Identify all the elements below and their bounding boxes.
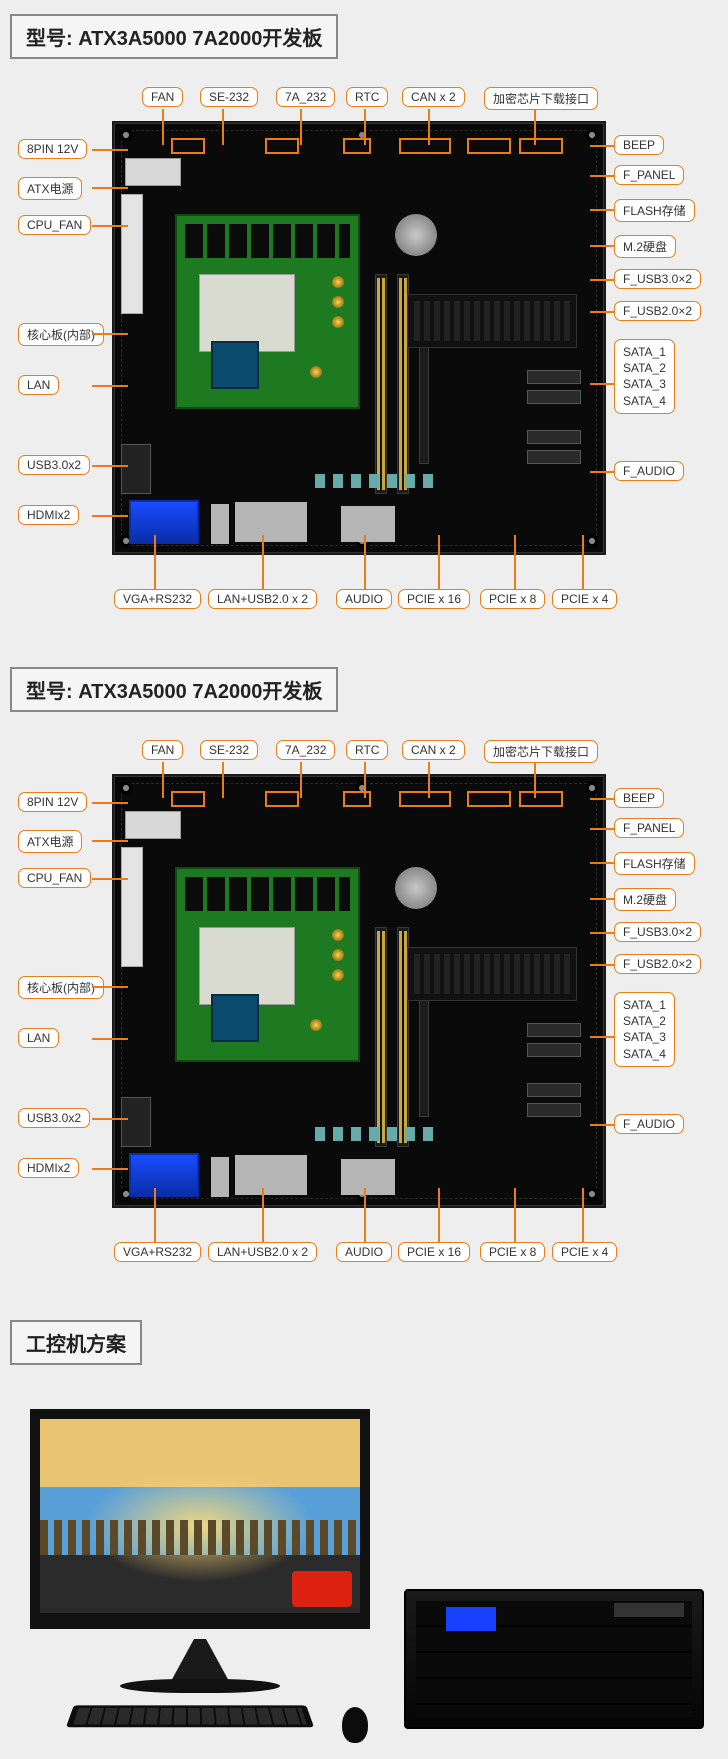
label-bottom: AUDIO bbox=[336, 589, 392, 609]
label-left: CPU_FAN bbox=[18, 215, 91, 235]
label-right: SATA_1SATA_2SATA_3SATA_4 bbox=[614, 339, 675, 414]
label-top: RTC bbox=[346, 87, 388, 107]
label-left: ATX电源 bbox=[18, 177, 82, 200]
label-right: BEEP bbox=[614, 135, 664, 155]
label-right: FLASH存储 bbox=[614, 199, 695, 222]
label-bottom: PCIE x 8 bbox=[480, 589, 545, 609]
label-right: F_USB3.0×2 bbox=[614, 922, 701, 942]
label-top: FAN bbox=[142, 740, 183, 760]
section-board-1: 型号: ATX3A5000 7A2000开发板 bbox=[0, 0, 728, 653]
label-bottom: VGA+RS232 bbox=[114, 589, 201, 609]
section-title-2: 型号: ATX3A5000 7A2000开发板 bbox=[10, 667, 338, 712]
label-right: FLASH存储 bbox=[614, 852, 695, 875]
label-bottom: PCIE x 16 bbox=[398, 1242, 470, 1262]
label-top: 加密芯片下载接口 bbox=[484, 87, 598, 110]
label-right: F_USB3.0×2 bbox=[614, 269, 701, 289]
label-top: FAN bbox=[142, 87, 183, 107]
label-right: F_USB2.0×2 bbox=[614, 301, 701, 321]
label-bottom: PCIE x 8 bbox=[480, 1242, 545, 1262]
rtc-battery bbox=[395, 214, 437, 256]
mouse bbox=[342, 1707, 368, 1743]
label-top: RTC bbox=[346, 740, 388, 760]
label-left: LAN bbox=[18, 1028, 59, 1048]
label-left: 8PIN 12V bbox=[18, 792, 87, 812]
board-diagram-2: FAN SE-232 7A_232 RTC CAN x 2 加密芯片下载接口 8PIN 12… bbox=[14, 726, 714, 1286]
label-top: CAN x 2 bbox=[402, 740, 465, 760]
label-left: 核心板(内部) bbox=[18, 323, 104, 346]
label-left: HDMIx2 bbox=[18, 505, 79, 525]
label-right: SATA_1SATA_2SATA_3SATA_4 bbox=[614, 992, 675, 1067]
io-lan bbox=[235, 502, 307, 542]
label-left: ATX电源 bbox=[18, 830, 82, 853]
logo-badge bbox=[292, 1571, 352, 1607]
label-right: F_AUDIO bbox=[614, 1114, 684, 1134]
label-bottom: LAN+USB2.0 x 2 bbox=[208, 1242, 317, 1262]
label-right: M.2硬盘 bbox=[614, 888, 676, 911]
label-right: F_USB2.0×2 bbox=[614, 954, 701, 974]
section-board-2: 型号: ATX3A5000 7A2000开发板 FAN SE-232 7A_232 R… bbox=[0, 653, 728, 1306]
io-usb3 bbox=[211, 504, 229, 544]
label-top: 7A_232 bbox=[276, 740, 335, 760]
io-hdmi bbox=[121, 444, 151, 494]
board-diagram-1: FAN SE-232 7A_232 RTC CAN x 2 加密芯片下载接口 8PIN 12… bbox=[14, 73, 714, 633]
label-right: BEEP bbox=[614, 788, 664, 808]
chassis-lcd bbox=[446, 1607, 496, 1631]
label-top: 加密芯片下载接口 bbox=[484, 740, 598, 763]
chassis-brand bbox=[614, 1603, 684, 1617]
keyboard bbox=[66, 1705, 314, 1727]
io-audio bbox=[341, 506, 395, 542]
label-left: HDMIx2 bbox=[18, 1158, 79, 1178]
m2-slot bbox=[407, 294, 577, 348]
pcb-board bbox=[114, 123, 604, 553]
label-bottom: PCIE x 16 bbox=[398, 589, 470, 609]
ipc-chassis bbox=[404, 1589, 704, 1729]
label-top: SE-232 bbox=[200, 740, 258, 760]
label-left: 8PIN 12V bbox=[18, 139, 87, 159]
ipc-scene bbox=[10, 1379, 718, 1739]
pcb-board bbox=[114, 776, 604, 1206]
section-title-3: 工控机方案 bbox=[10, 1320, 142, 1365]
label-top: SE-232 bbox=[200, 87, 258, 107]
label-top: 7A_232 bbox=[276, 87, 335, 107]
label-left: CPU_FAN bbox=[18, 868, 91, 888]
label-right: F_PANEL bbox=[614, 818, 684, 838]
section-ipc: 工控机方案 bbox=[0, 1306, 728, 1759]
label-bottom: VGA+RS232 bbox=[114, 1242, 201, 1262]
label-bottom: AUDIO bbox=[336, 1242, 392, 1262]
label-left: USB3.0x2 bbox=[18, 1108, 90, 1128]
label-left: 核心板(内部) bbox=[18, 976, 104, 999]
label-left: USB3.0x2 bbox=[18, 455, 90, 475]
label-top: CAN x 2 bbox=[402, 87, 465, 107]
io-vga bbox=[129, 500, 199, 544]
monitor bbox=[30, 1409, 370, 1629]
label-right: F_AUDIO bbox=[614, 461, 684, 481]
conn-8pin bbox=[125, 158, 181, 186]
label-right: F_PANEL bbox=[614, 165, 684, 185]
label-left: LAN bbox=[18, 375, 59, 395]
label-bottom: PCIE x 4 bbox=[552, 1242, 617, 1262]
label-right: M.2硬盘 bbox=[614, 235, 676, 258]
core-module bbox=[175, 214, 360, 409]
conn-atx bbox=[121, 194, 143, 314]
label-bottom: PCIE x 4 bbox=[552, 589, 617, 609]
label-bottom: LAN+USB2.0 x 2 bbox=[208, 589, 317, 609]
section-title-1: 型号: ATX3A5000 7A2000开发板 bbox=[10, 14, 338, 59]
